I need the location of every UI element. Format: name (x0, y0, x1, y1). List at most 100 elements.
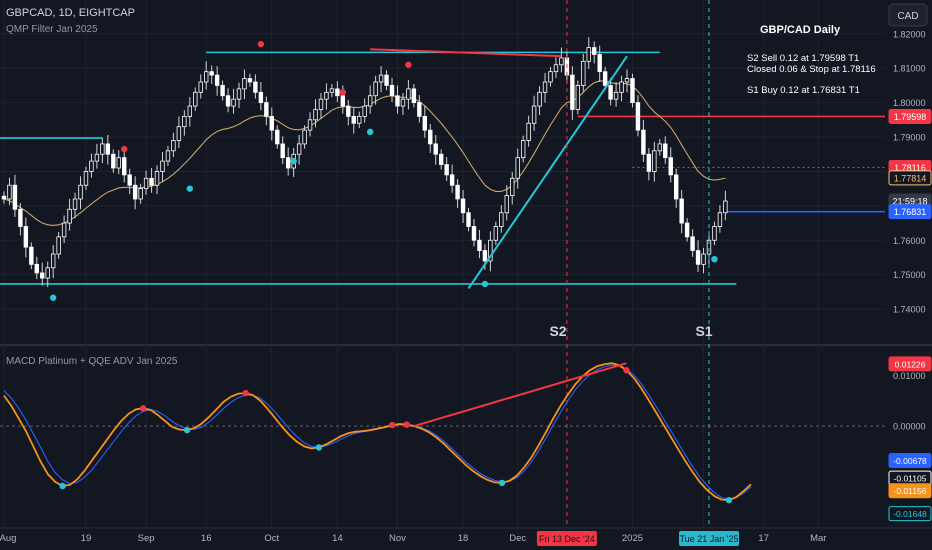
signal-dot (49, 294, 57, 301)
candle-body (400, 98, 406, 107)
signal-dot (366, 128, 374, 136)
symbol-title: GBPCAD, 1D, EIGHTCAP (6, 7, 135, 19)
price-tick-label: 1.81000 (893, 64, 926, 74)
candle-body (367, 95, 373, 107)
currency-button[interactable] (888, 3, 928, 27)
candle-body (231, 98, 236, 107)
time-tick-label: Oct (264, 533, 279, 544)
candle-body (504, 195, 509, 214)
candle-body (83, 171, 89, 186)
candle-body (373, 81, 378, 97)
candle-body (723, 200, 728, 214)
trend-lines[interactable] (370, 48, 628, 289)
price-label-box (888, 170, 932, 186)
candle-body (34, 263, 39, 274)
candle-body (204, 71, 209, 83)
candle-body (23, 226, 29, 248)
candle-body (351, 115, 356, 124)
candle-body (220, 85, 225, 97)
candle-body (340, 95, 346, 107)
macd-dot (403, 421, 410, 428)
time-axis[interactable]: Aug19Sep16Oct14Nov18Dec2025Feb17MarFri 1… (0, 527, 932, 546)
candle-body (455, 184, 460, 200)
candle-body (357, 115, 362, 124)
macd-label-text: -0.01648 (893, 509, 927, 519)
candle-body (592, 47, 597, 55)
candle-body (570, 74, 575, 110)
signal-dot (257, 40, 265, 48)
notes-line-1: S2 Sell 0.12 at 1.79598 T1 (747, 53, 859, 64)
candle-body (428, 129, 433, 145)
time-tick-label: Dec (509, 533, 526, 544)
candle-body (94, 153, 100, 162)
price-label-box (888, 108, 932, 124)
macd-tick-label: 0.00000 (893, 422, 926, 432)
price-axis[interactable]: 1.820001.810001.800001.790001.780001.770… (888, 29, 932, 522)
candle-body (138, 188, 143, 200)
macd-label-text: 0.01226 (895, 359, 926, 369)
candle-body (444, 164, 449, 176)
signal-dot (121, 145, 128, 153)
macd-label-box (888, 506, 932, 522)
candle-body (264, 102, 269, 117)
candle-body (45, 267, 50, 279)
price-tick-label: 1.75000 (893, 270, 926, 280)
macd-label-box (888, 452, 932, 468)
candle-body (258, 91, 264, 104)
candle-body (275, 129, 280, 145)
s2-marker: S2 (549, 323, 566, 339)
candle-body (346, 105, 351, 117)
candle-body (608, 85, 613, 100)
candle-body (663, 143, 668, 159)
candle-body (712, 226, 717, 241)
time-highlight-box (678, 531, 739, 546)
price-label-text: 1.77814 (894, 173, 927, 183)
price-tick-label: 1.82000 (893, 29, 926, 39)
candle-body (531, 105, 537, 124)
price-tick-label: 1.76000 (893, 236, 926, 246)
macd-label-box (888, 483, 932, 499)
candle-body (307, 119, 313, 131)
candle-body (100, 143, 105, 155)
signal-dot (186, 185, 194, 192)
time-tick-label: 19 (81, 533, 92, 544)
candle-body (269, 115, 274, 131)
candle-body (12, 184, 18, 210)
candle-body (149, 177, 154, 186)
candle-body (335, 88, 340, 97)
candle-body (460, 198, 466, 214)
signal-dot (711, 255, 718, 263)
candle-body (553, 64, 559, 73)
signal-dot (405, 61, 412, 68)
candle-body (329, 88, 335, 93)
price-tick-label: 1.74000 (893, 305, 926, 315)
macd-dot (59, 482, 66, 490)
trend-line (467, 55, 628, 289)
macd-dot (139, 405, 147, 412)
indicator-title: QMP Filter Jan 2025 (6, 24, 98, 35)
candle-body (116, 157, 121, 169)
candle-body (619, 81, 624, 93)
candle-body (695, 250, 701, 265)
time-highlight-text: Tue 21 Jan '25 (680, 534, 739, 544)
candle-body (78, 184, 83, 200)
candle-body (105, 143, 111, 155)
candle-body (1, 195, 7, 200)
trend-line (370, 48, 562, 58)
candle-body (72, 198, 78, 210)
s1-marker: S1 (695, 323, 712, 339)
macd-divergence-line (413, 362, 627, 428)
macd-dot (725, 496, 733, 504)
candle-body (438, 153, 444, 165)
candle-body (209, 71, 214, 76)
candle-body (171, 140, 176, 152)
price-label-text: 1.76831 (894, 207, 927, 217)
macd-label-text: -0.00678 (893, 456, 927, 466)
notes-line-3: S1 Buy 0.12 at 1.76831 T1 (747, 85, 860, 96)
candle-body (684, 222, 690, 238)
candle-body (127, 174, 132, 186)
candle-body (132, 184, 138, 200)
candle-body (482, 250, 488, 262)
candle-body (176, 126, 182, 141)
